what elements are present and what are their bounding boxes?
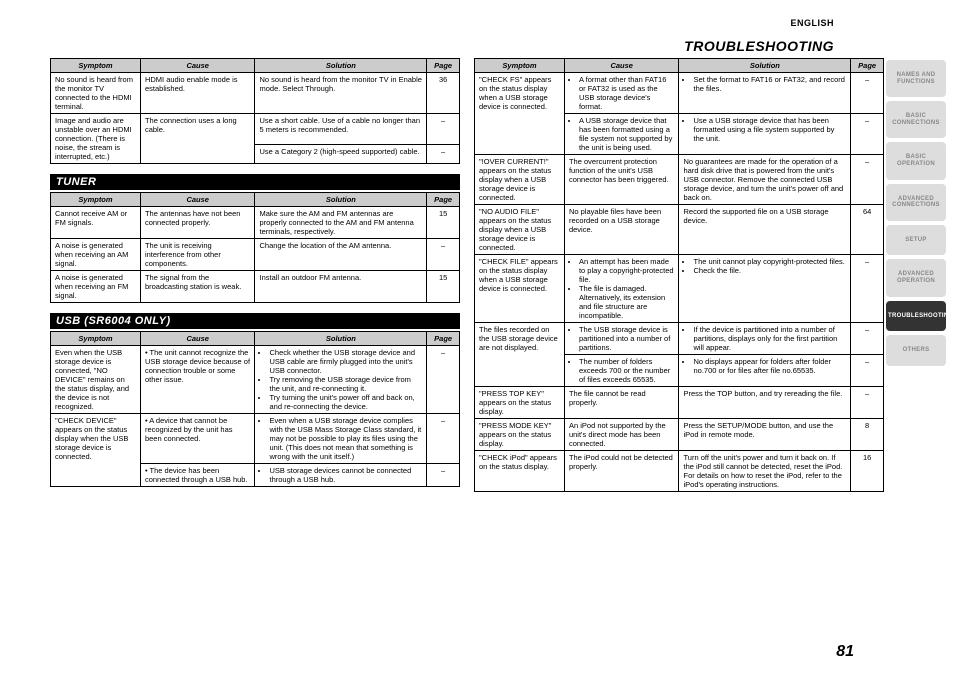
side-tab[interactable]: BASIC OPERATION <box>886 142 946 179</box>
language-label: ENGLISH <box>790 18 834 28</box>
side-tab[interactable]: ADVANCED CONNECTIONS <box>886 184 946 221</box>
page-heading: TROUBLESHOOTING <box>684 38 834 54</box>
side-tab[interactable]: OTHERS <box>886 335 946 366</box>
side-tab[interactable]: NAMES AND FUNCTIONS <box>886 60 946 97</box>
side-tab[interactable]: TROUBLESHOOTING <box>886 301 946 332</box>
side-tab[interactable]: SETUP <box>886 225 946 256</box>
usb-table: SymptomCauseSolutionPageEven when the US… <box>50 331 460 487</box>
tuner-title: TUNER <box>50 174 460 190</box>
side-tab[interactable]: BASIC CONNECTIONS <box>886 101 946 138</box>
usb-title: USB (SR6004 ONLY) <box>50 313 460 329</box>
page-number: 81 <box>836 643 854 661</box>
side-tabs: NAMES AND FUNCTIONS BASIC CONNECTIONS BASI… <box>886 60 946 366</box>
usb-right-table: SymptomCauseSolutionPage"CHECK FS" appea… <box>474 58 884 492</box>
tuner-table: SymptomCauseSolutionPageCannot receive A… <box>50 192 460 303</box>
hdmi-table: SymptomCauseSolutionPageNo sound is hear… <box>50 58 460 164</box>
side-tab[interactable]: ADVANCED OPERATION <box>886 259 946 296</box>
